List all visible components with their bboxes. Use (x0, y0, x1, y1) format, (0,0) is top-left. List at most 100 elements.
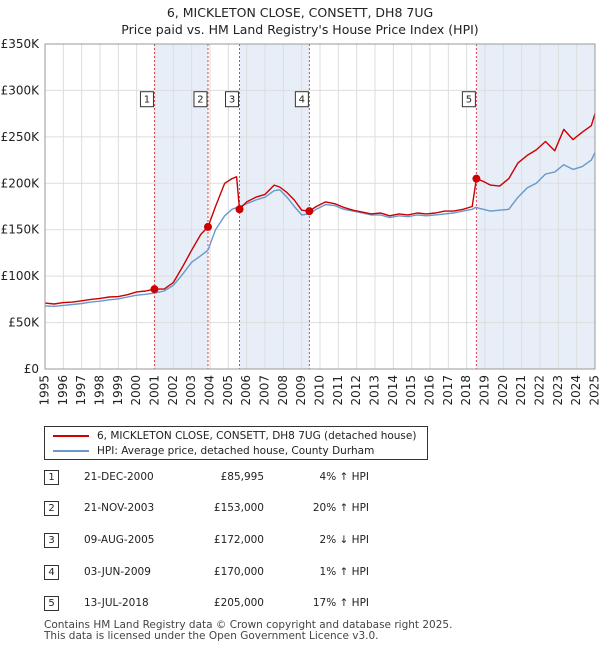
legend-swatch-hpi (53, 450, 89, 452)
sale-price: £172,000 (213, 534, 264, 546)
sale-marker-labels: 1 2 3 4 5 (139, 91, 476, 108)
legend-label-property: 6, MICKLETON CLOSE, CONSETT, DH8 7UG (de… (97, 430, 417, 442)
chart-title: 6, MICKLETON CLOSE, CONSETT, DH8 7UG (166, 5, 434, 20)
legend-swatch-property (53, 435, 89, 437)
sale-hpi-change: 4% ↑ HPI (319, 471, 369, 483)
x-tick-label: 2022 (533, 375, 547, 406)
shaded-period (476, 44, 595, 369)
x-tick-label: 2017 (441, 375, 455, 406)
chart-title-block: 6, MICKLETON CLOSE, CONSETT, DH8 7UG Pri… (0, 4, 600, 38)
legend: 6, MICKLETON CLOSE, CONSETT, DH8 7UG (de… (44, 426, 428, 460)
x-tick-label: 1998 (93, 375, 107, 406)
x-tick-label: 2005 (221, 375, 235, 406)
sale-number-badge: 4 (44, 565, 59, 580)
sale-number-badge: 2 (44, 501, 59, 516)
sale-date: 09-AUG-2005 (84, 534, 155, 546)
sale-date: 03-JUN-2009 (84, 566, 151, 578)
x-tick-label: 2024 (569, 375, 583, 406)
sale-marker-box (139, 91, 154, 108)
y-tick-label: £150K (1, 223, 41, 237)
sale-row: 1 21-DEC-2000 £85,995 4% ↑ HPI (44, 470, 424, 488)
sale-marker-label: 2 (197, 95, 203, 106)
x-tick-label: 2015 (404, 375, 418, 406)
x-tick-label: 2004 (203, 375, 217, 406)
sale-number-badge: 5 (44, 596, 59, 611)
x-tick-label: 2010 (313, 375, 327, 406)
x-tick-label: 2009 (294, 375, 308, 406)
sale-hpi-change: 2% ↓ HPI (319, 534, 369, 546)
x-tick-label: 2020 (496, 375, 510, 406)
sale-marker-box (225, 91, 240, 108)
sale-row: 5 13-JUL-2018 £205,000 17% ↑ HPI (44, 596, 424, 614)
sale-point (235, 205, 244, 214)
sale-date: 21-DEC-2000 (84, 471, 154, 483)
x-tick-label: 1996 (56, 375, 70, 406)
footer-copyright: Contains HM Land Registry data © Crown c… (44, 619, 453, 631)
sale-number-badge: 1 (44, 470, 59, 485)
sale-price: £170,000 (213, 566, 264, 578)
x-tick-label: 1999 (111, 375, 125, 406)
sale-row: 3 09-AUG-2005 £172,000 2% ↓ HPI (44, 533, 424, 551)
y-tick-label: £200K (1, 176, 41, 190)
x-tick-label: 1997 (74, 375, 88, 406)
sale-points (150, 174, 481, 294)
y-tick-label: £100K (1, 269, 41, 283)
sale-row: 4 03-JUN-2009 £170,000 1% ↑ HPI (44, 565, 424, 583)
footer-licence: This data is licensed under the Open Gov… (44, 630, 379, 642)
footer: Contains HM Land Registry data © Crown c… (44, 620, 452, 642)
series-lines (44, 113, 596, 307)
sale-price: £85,995 (220, 471, 264, 483)
sale-point (305, 207, 314, 216)
x-tick-label: 2016 (423, 375, 437, 406)
sale-marker-box (294, 91, 309, 108)
x-tick-label: 2000 (129, 375, 143, 406)
sale-marker-label: 1 (144, 95, 150, 106)
sale-marker-label: 3 (229, 95, 235, 106)
y-tick-label: £350K (1, 37, 41, 51)
plot-frame (44, 43, 596, 370)
sale-date: 21-NOV-2003 (84, 502, 155, 514)
series-line (44, 152, 596, 307)
sale-price: £153,000 (213, 502, 264, 514)
y-tick-label: £0 (24, 362, 39, 376)
sale-hpi-change: 20% ↑ HPI (312, 502, 369, 514)
legend-item-property: 6, MICKLETON CLOSE, CONSETT, DH8 7UG (de… (53, 428, 416, 444)
series-line (44, 113, 596, 305)
x-tick-label: 2023 (551, 375, 565, 406)
y-tick-label: £300K (1, 83, 41, 97)
y-tick-label: £50K (8, 316, 40, 330)
sale-hpi-change: 17% ↑ HPI (312, 597, 369, 609)
sale-marker-box (193, 91, 208, 108)
x-tick-label: 2008 (276, 375, 290, 406)
sale-marker-box (461, 91, 476, 108)
x-tick-label: 2014 (386, 375, 400, 406)
x-tick-label: 2018 (459, 375, 473, 406)
axes: £0 £50K £100K £150K £200K £250K £300K £350K 1995… (1, 37, 600, 406)
x-tick-label: 2006 (239, 375, 253, 406)
y-tick-label: £250K (1, 130, 41, 144)
legend-label-hpi: HPI: Average price, detached house, Coun… (97, 445, 375, 457)
x-tick-label: 2012 (349, 375, 363, 406)
x-tick-label: 2002 (166, 375, 180, 406)
sale-number-badge: 3 (44, 533, 59, 548)
x-tick-label: 2003 (184, 375, 198, 406)
x-tick-label: 1995 (38, 375, 52, 406)
sale-marker-label: 4 (299, 95, 305, 106)
x-tick-label: 2001 (148, 375, 162, 406)
sale-point (472, 174, 481, 183)
x-tick-label: 2025 (588, 375, 600, 406)
sale-date: 13-JUL-2018 (84, 597, 149, 609)
chart-subtitle: Price paid vs. HM Land Registry's House … (121, 22, 479, 37)
x-tick-label: 2019 (478, 375, 492, 406)
sale-point (150, 285, 159, 294)
sale-price: £205,000 (213, 597, 264, 609)
sale-hpi-change: 1% ↑ HPI (319, 566, 369, 578)
x-tick-label: 2021 (514, 375, 528, 406)
price-chart: 1 2 3 4 5 £0 £50K £100K £150K £200K £250K £300K £35… (1, 37, 600, 406)
sale-row: 2 21-NOV-2003 £153,000 20% ↑ HPI (44, 501, 424, 519)
sale-marker-label: 5 (466, 95, 472, 106)
sale-point (203, 222, 212, 231)
legend-item-hpi: HPI: Average price, detached house, Coun… (53, 443, 374, 459)
x-tick-label: 2007 (258, 375, 272, 406)
x-tick-label: 2011 (331, 375, 345, 406)
